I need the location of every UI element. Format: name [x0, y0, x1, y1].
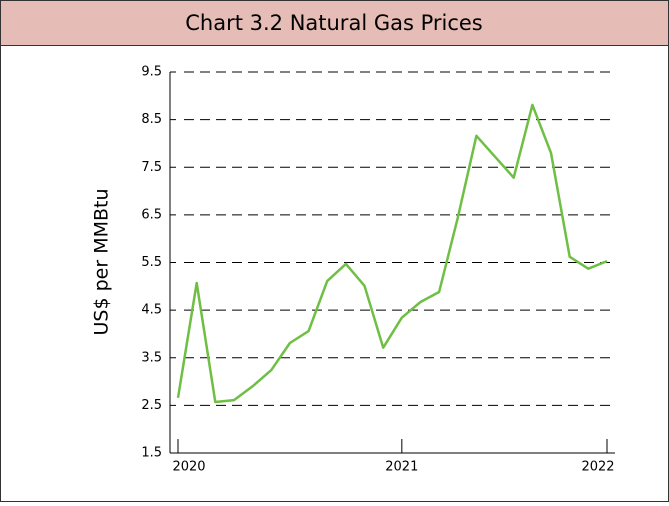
y-tick-label: 2.5 [141, 398, 162, 413]
y-tick-label: 1.5 [141, 446, 162, 461]
x-tick-label: 2020 [172, 460, 205, 475]
series-line [176, 103, 608, 404]
y-axis-label: US$ per MMBtu [91, 188, 113, 335]
x-tick-label: 2021 [385, 460, 418, 475]
y-tick-label: 3.5 [141, 350, 162, 365]
y-tick-label: 9.5 [141, 65, 162, 80]
y-tick-label: 8.5 [141, 112, 162, 127]
y-tick-label: 6.5 [141, 207, 162, 222]
y-tick-label: 4.5 [141, 303, 162, 318]
header-band [0, 0, 669, 46]
chart-title: Chart 3.2 Natural Gas Prices [185, 11, 483, 35]
y-tick-label: 7.5 [141, 160, 162, 175]
y-tick-label: 5.5 [141, 255, 162, 270]
x-tick-label: 2022 [581, 460, 614, 475]
